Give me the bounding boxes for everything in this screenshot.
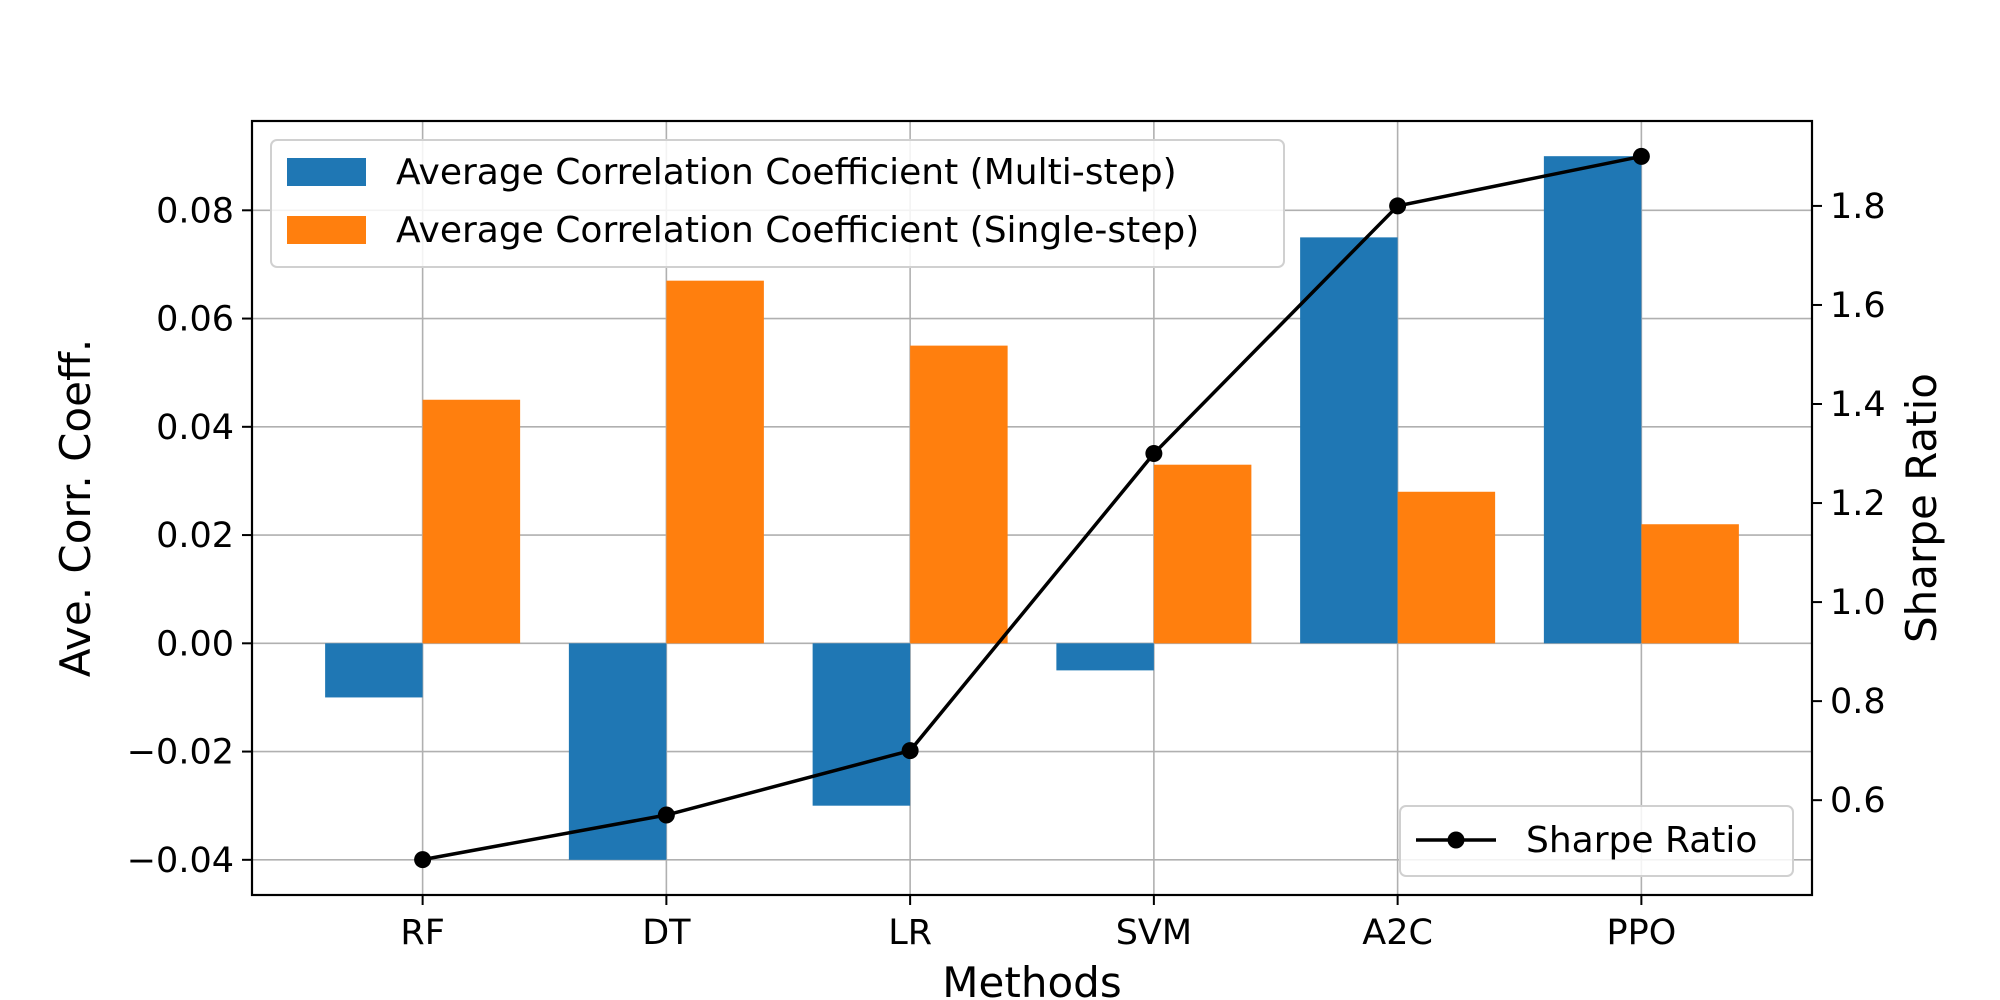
legend-label-multi-step: Average Correlation Coefficient (Multi-s… — [396, 152, 1177, 193]
x-tick-label: LR — [888, 913, 932, 953]
y2-tick-label: 1.0 — [1830, 583, 1886, 623]
sharpe-ratio-line — [414, 147, 1650, 869]
plot-frame — [250, 119, 1814, 897]
bar-single-step-dt — [666, 280, 764, 644]
legend-line-box — [1399, 805, 1794, 877]
bar-multi-step-rf — [325, 643, 423, 698]
y-tick-label: −0.02 — [127, 733, 234, 773]
y2-tick-label: 1.8 — [1830, 187, 1886, 227]
bar-single-step-a2c — [1397, 491, 1496, 644]
y2-tick-label: 0.8 — [1830, 682, 1886, 722]
bar-single-step-lr — [910, 345, 1008, 644]
y-tick-label: 0.08 — [156, 191, 234, 231]
axes: −0.04 −0.02 0.00 0.02 0.04 0.06 0.08 0.6 0.8 1.0 1… — [51, 119, 1946, 1000]
sharpe-ratio-polyline — [422, 154, 1642, 862]
y2-tick-label: 1.4 — [1830, 385, 1886, 425]
sharpe-point-ppo — [1632, 147, 1650, 165]
bar-single-step-ppo — [1641, 524, 1739, 644]
x-tick-label: RF — [400, 913, 444, 953]
y2-axis-title: Sharpe Ratio — [1897, 373, 1946, 643]
legend-label-sharpe-ratio: Sharpe Ratio — [1526, 820, 1757, 861]
sharpe-point-svm — [1145, 445, 1163, 463]
y2-tick-label: 1.6 — [1830, 286, 1886, 326]
bar-single-step-svm — [1153, 464, 1252, 644]
x-axis-title: Methods — [942, 958, 1121, 1000]
legends: Average Correlation Coefficient (Multi-s… — [270, 139, 1794, 877]
y-axis-title: Ave. Corr. Coeff. — [51, 339, 100, 677]
legend-bars: Average Correlation Coefficient (Multi-s… — [270, 139, 1285, 268]
bar-multi-step-ppo — [1543, 156, 1642, 644]
x-tick-label: PPO — [1606, 913, 1676, 953]
y-tick-label: −0.04 — [127, 841, 234, 881]
legend-swatch-multi-step — [287, 158, 366, 186]
sharpe-point-lr — [901, 742, 919, 760]
legend-line: Sharpe Ratio — [1399, 805, 1794, 877]
y-tick-label: 0.00 — [156, 624, 234, 664]
bar-multi-step-lr — [812, 643, 911, 806]
x-tick-label: DT — [642, 913, 691, 953]
y-tick-label: 0.04 — [156, 408, 234, 448]
legend-swatch-single-step — [287, 216, 366, 244]
y2-tick-label: 0.6 — [1830, 781, 1886, 821]
x-tick-label: SVM — [1116, 913, 1192, 953]
bar-single-step-rf — [422, 399, 521, 644]
y2-tick-label: 1.2 — [1830, 484, 1886, 524]
legend-label-single-step: Average Correlation Coefficient (Single-… — [396, 210, 1199, 251]
y-tick-label: 0.06 — [156, 300, 234, 340]
sharpe-point-dt — [657, 806, 675, 824]
bar-multi-step-dt — [568, 643, 667, 860]
bar-multi-step-svm — [1056, 643, 1154, 671]
sharpe-point-rf — [414, 851, 432, 869]
bars — [325, 156, 1739, 860]
bar-multi-step-a2c — [1300, 237, 1398, 644]
sharpe-point-a2c — [1389, 197, 1407, 215]
x-tick-label: A2C — [1362, 913, 1433, 953]
legend-line-marker — [1447, 831, 1465, 849]
legend-bars-box — [270, 139, 1285, 268]
y-tick-label: 0.02 — [156, 516, 234, 556]
